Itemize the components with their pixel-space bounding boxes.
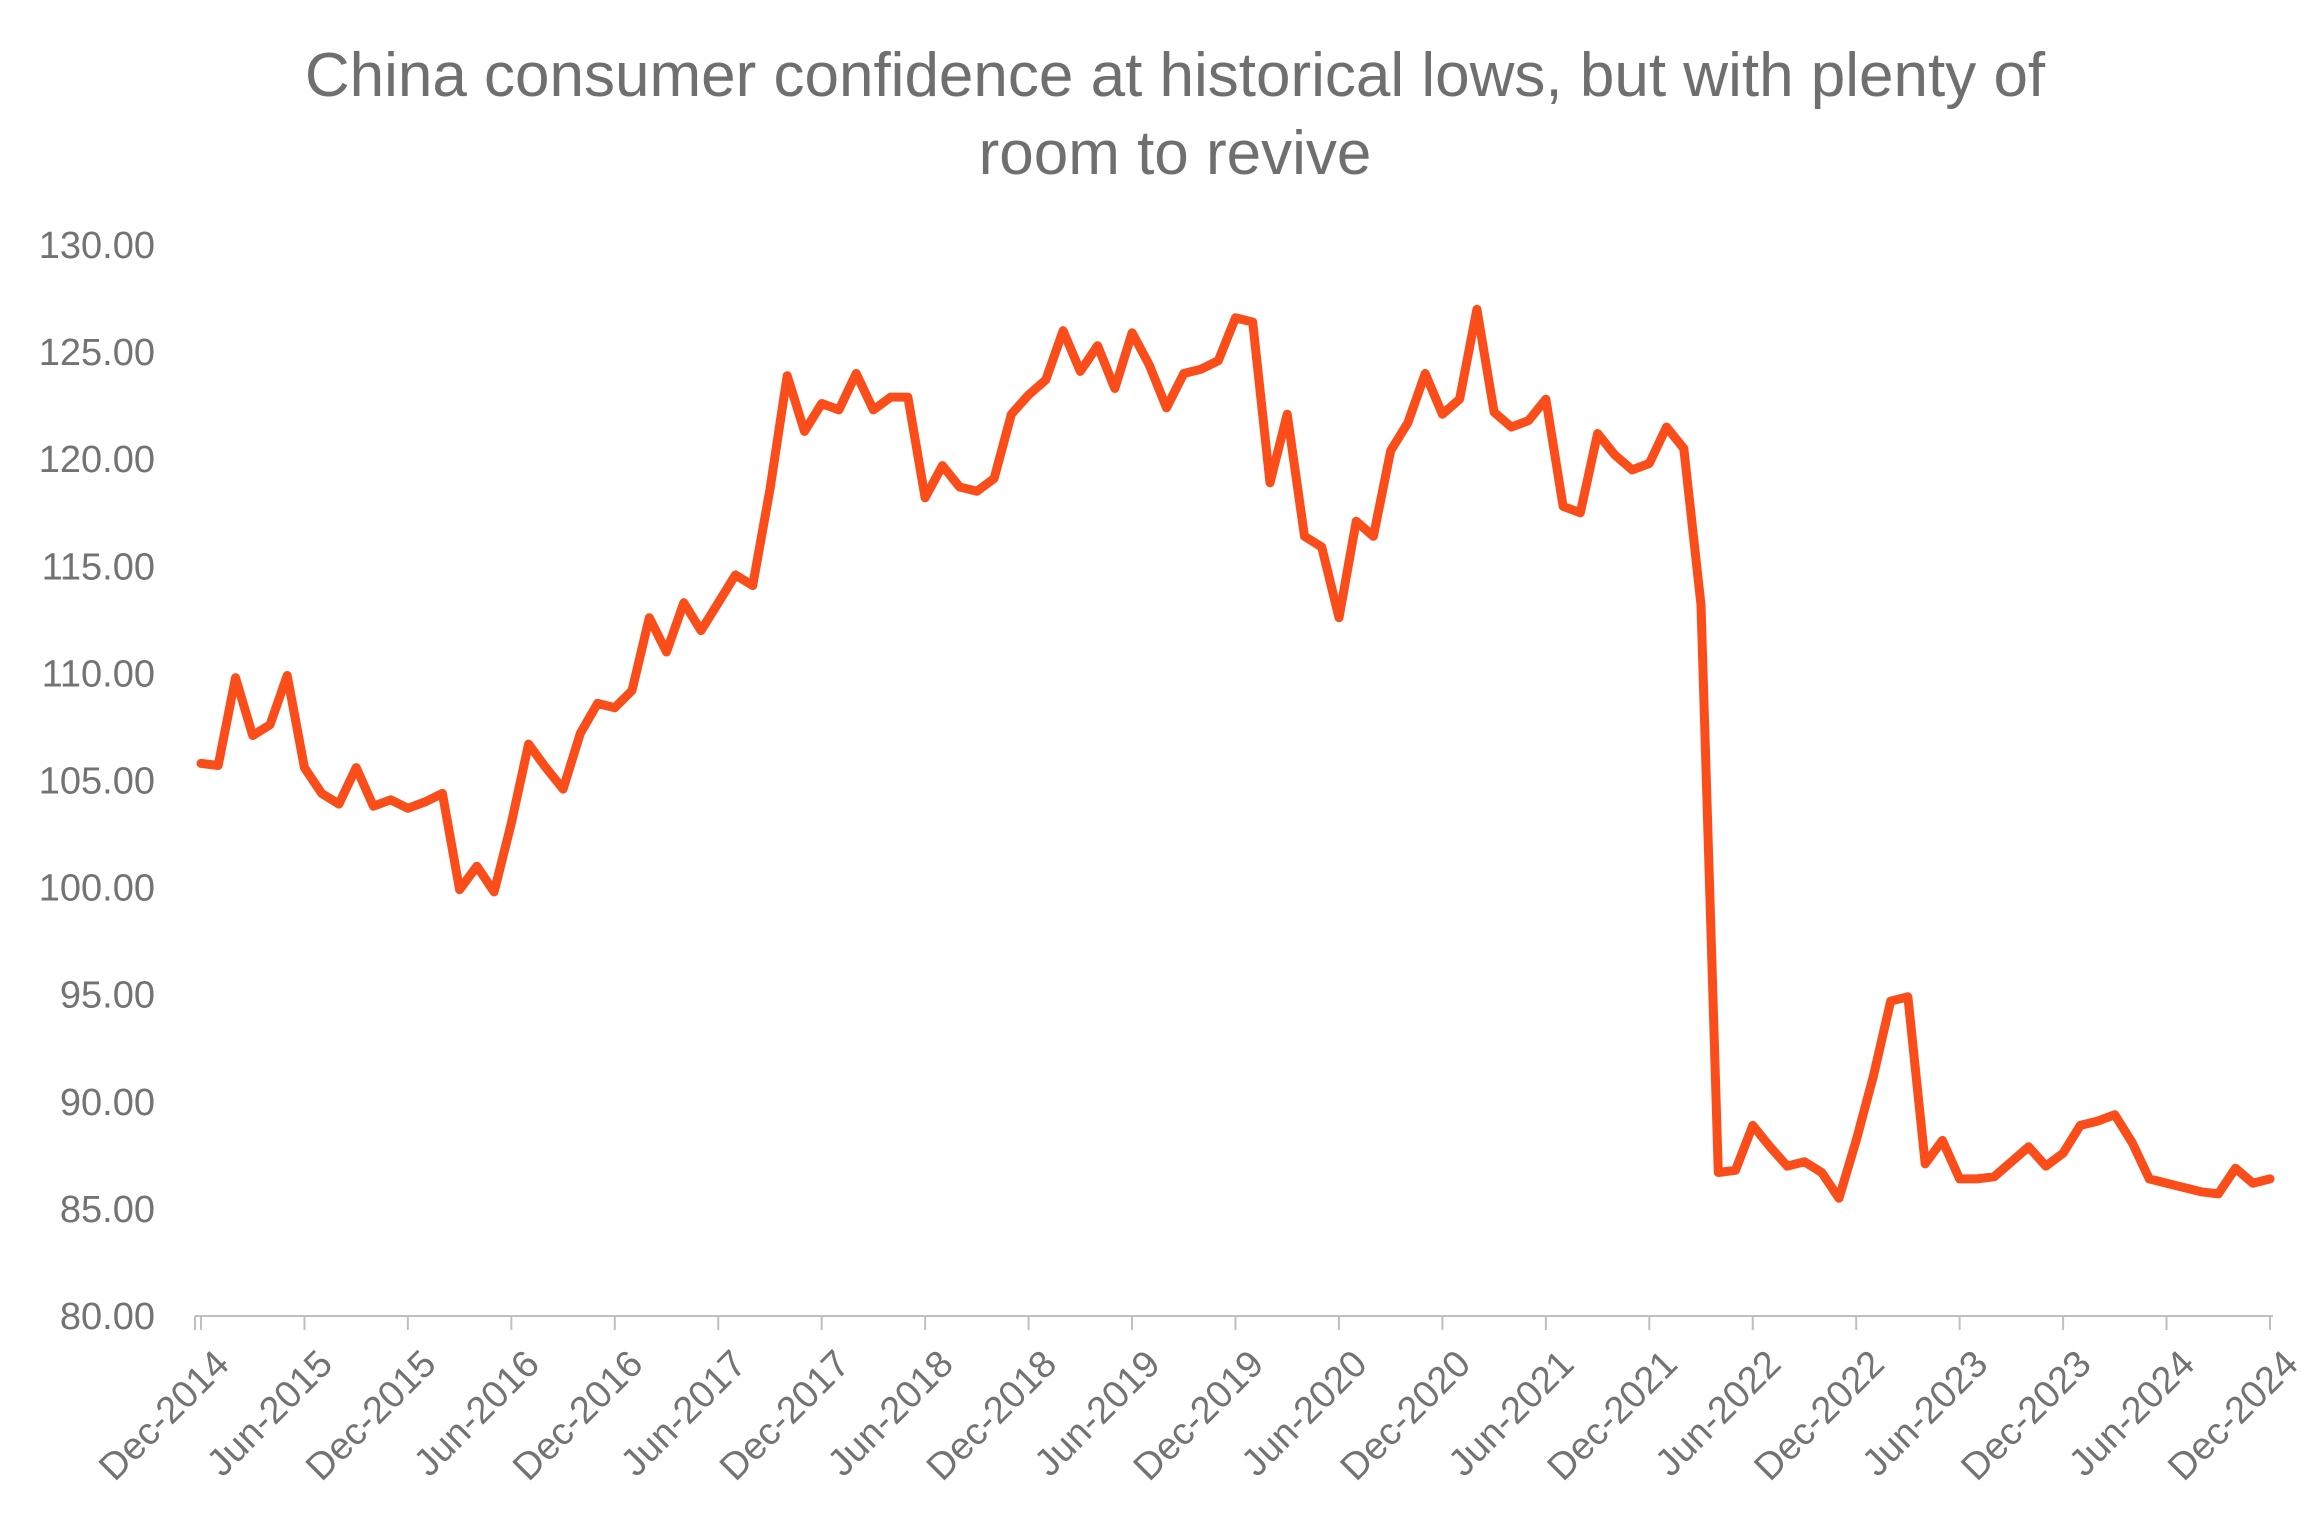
y-tick-label: 110.00 bbox=[42, 653, 155, 695]
x-axis bbox=[194, 1315, 2273, 1330]
chart-title-line-1: China consumer confidence at historical … bbox=[305, 41, 2046, 110]
y-tick-label: 125.00 bbox=[39, 332, 155, 374]
series-layer bbox=[196, 304, 2275, 1203]
y-tick-label: 120.00 bbox=[39, 439, 155, 481]
y-tick-label: 80.00 bbox=[60, 1296, 155, 1338]
x-axis-tick-labels: Dec-2014Jun-2015Dec-2015Jun-2016Dec-2016… bbox=[91, 1343, 2306, 1489]
chart-title-line-2: room to revive bbox=[979, 119, 1372, 188]
y-tick-label: 105.00 bbox=[39, 761, 155, 803]
y-tick-label: 90.00 bbox=[60, 1082, 155, 1124]
y-axis-tick-labels: 80.00 85.00 90.00 95.00 100.00 105.00 110.00 11… bbox=[39, 225, 155, 1338]
y-tick-label: 85.00 bbox=[60, 1189, 155, 1231]
y-tick-label: 130.00 bbox=[39, 225, 155, 267]
y-tick-label: 115.00 bbox=[42, 546, 155, 588]
y-tick-label: 95.00 bbox=[60, 975, 155, 1017]
y-tick-label: 100.00 bbox=[39, 868, 155, 910]
series-line bbox=[196, 304, 2275, 1203]
chart-title: China consumer confidence at historical … bbox=[305, 41, 2046, 188]
